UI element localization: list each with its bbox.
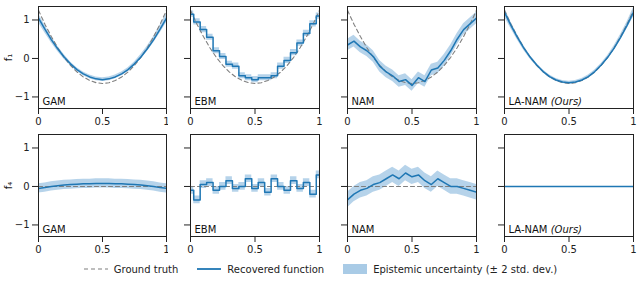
svg-text:0.5: 0.5 [95,244,111,255]
svg-text:0: 0 [35,244,41,255]
svg-text:1: 1 [630,116,636,127]
svg-text:EBM: EBM [195,224,217,235]
svg-text:0: 0 [344,116,350,127]
svg-text:EBM: EBM [195,96,217,107]
svg-text:0: 0 [501,116,507,127]
svg-text:GAM: GAM [43,96,66,107]
svg-text:1: 1 [473,244,479,255]
svg-text:−1: −1 [15,91,30,102]
svg-text:f₁: f₁ [3,54,14,62]
svg-text:0.5: 0.5 [561,244,577,255]
svg-text:1: 1 [316,116,322,127]
svg-text:0.5: 0.5 [247,244,263,255]
svg-text:1: 1 [630,244,636,255]
svg-text:0: 0 [187,116,193,127]
svg-text:0.5: 0.5 [561,116,577,127]
svg-text:0.5: 0.5 [247,116,263,127]
svg-text:LA-NAM (Ours): LA-NAM (Ours) [509,96,583,107]
svg-text:1: 1 [316,244,322,255]
svg-text:0.5: 0.5 [95,116,111,127]
svg-text:0: 0 [23,181,29,192]
svg-text:0: 0 [187,244,193,255]
svg-text:f₄: f₄ [3,182,14,190]
svg-text:1: 1 [473,116,479,127]
svg-text:−1: −1 [15,219,30,230]
svg-text:1: 1 [23,142,29,153]
svg-text:LA-NAM (Ours): LA-NAM (Ours) [509,224,583,235]
html-text:Epistemic uncertainty (± 2 std: Epistemic uncertainty (± 2 std. dev.) [373,263,558,275]
html-text:Recovered function: Recovered function [227,263,325,275]
svg-text:NAM: NAM [352,224,375,235]
svg-text:1: 1 [23,14,29,25]
svg-text:0.5: 0.5 [404,116,420,127]
svg-text:0.5: 0.5 [404,244,420,255]
svg-text:0: 0 [344,244,350,255]
svg-text:NAM: NAM [352,96,375,107]
svg-text:0: 0 [501,244,507,255]
svg-text:0: 0 [23,53,29,64]
svg-text:GAM: GAM [43,224,66,235]
svg-text:0: 0 [35,116,41,127]
html-text:Ground truth: Ground truth [113,263,179,275]
